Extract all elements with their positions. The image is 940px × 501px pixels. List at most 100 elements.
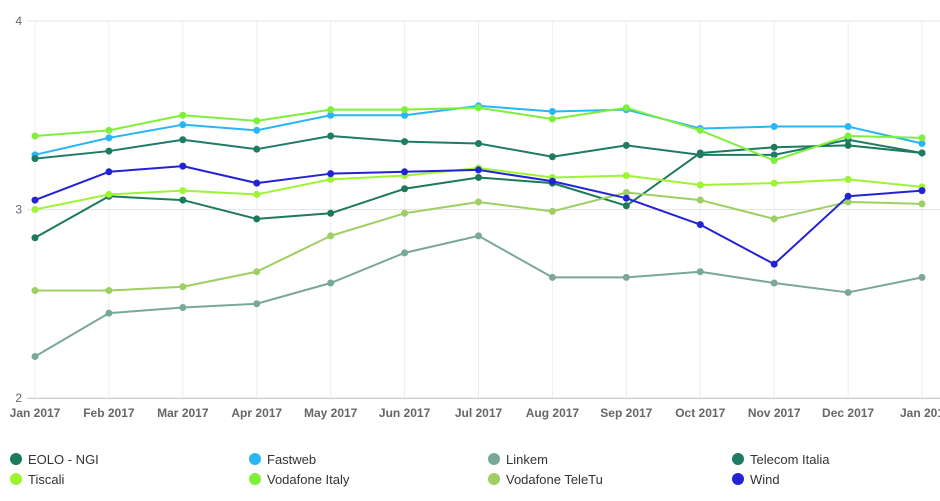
- data-point[interactable]: [475, 173, 482, 181]
- data-point[interactable]: [918, 134, 926, 142]
- data-point[interactable]: [105, 168, 113, 176]
- data-point[interactable]: [622, 194, 630, 202]
- data-point[interactable]: [401, 106, 409, 114]
- data-point[interactable]: [327, 232, 335, 240]
- data-point[interactable]: [548, 153, 556, 161]
- data-point[interactable]: [253, 145, 261, 153]
- data-point[interactable]: [327, 209, 335, 217]
- data-point[interactable]: [179, 136, 187, 144]
- data-point[interactable]: [770, 279, 778, 287]
- legend-item[interactable]: Vodafone TeleTu: [488, 469, 603, 489]
- data-point[interactable]: [401, 138, 409, 146]
- data-point[interactable]: [105, 134, 113, 142]
- data-point[interactable]: [327, 132, 335, 140]
- data-point[interactable]: [918, 187, 926, 195]
- data-point[interactable]: [622, 189, 630, 197]
- data-point[interactable]: [31, 196, 39, 204]
- data-point[interactable]: [253, 117, 261, 125]
- data-point[interactable]: [475, 104, 482, 112]
- data-point[interactable]: [327, 175, 335, 183]
- data-point[interactable]: [253, 300, 261, 308]
- data-point[interactable]: [31, 287, 39, 295]
- data-point[interactable]: [179, 111, 187, 119]
- data-point[interactable]: [401, 111, 409, 119]
- data-point[interactable]: [622, 202, 630, 210]
- data-point[interactable]: [31, 206, 39, 213]
- data-point[interactable]: [179, 162, 187, 170]
- data-point[interactable]: [475, 232, 482, 240]
- data-point[interactable]: [548, 207, 556, 215]
- data-point[interactable]: [179, 304, 187, 312]
- data-point[interactable]: [918, 200, 926, 208]
- data-point[interactable]: [253, 179, 261, 187]
- data-point[interactable]: [622, 172, 630, 180]
- data-point[interactable]: [770, 156, 778, 164]
- data-point[interactable]: [253, 126, 261, 134]
- data-point[interactable]: [253, 268, 261, 276]
- data-point[interactable]: [31, 234, 39, 242]
- data-point[interactable]: [31, 132, 39, 140]
- data-point[interactable]: [770, 215, 778, 223]
- data-point[interactable]: [622, 141, 630, 149]
- data-point[interactable]: [770, 179, 778, 187]
- legend-item[interactable]: Telecom Italia: [732, 449, 829, 469]
- legend-item[interactable]: Linkem: [488, 449, 548, 469]
- data-point[interactable]: [696, 151, 704, 159]
- data-point[interactable]: [105, 147, 113, 155]
- data-point[interactable]: [548, 107, 556, 115]
- data-point[interactable]: [179, 187, 187, 195]
- data-point[interactable]: [696, 268, 704, 276]
- data-point[interactable]: [105, 287, 113, 295]
- data-point[interactable]: [475, 166, 482, 174]
- data-point[interactable]: [844, 198, 852, 206]
- data-point[interactable]: [31, 155, 39, 163]
- data-point[interactable]: [475, 198, 482, 206]
- data-point[interactable]: [844, 175, 852, 183]
- data-point[interactable]: [179, 196, 187, 204]
- legend-item[interactable]: Tiscali: [10, 469, 64, 489]
- legend-item[interactable]: Vodafone Italy: [249, 469, 349, 489]
- data-point[interactable]: [844, 123, 852, 131]
- legend-item[interactable]: Wind: [732, 469, 780, 489]
- data-point[interactable]: [327, 111, 335, 119]
- data-point[interactable]: [770, 260, 778, 268]
- data-point[interactable]: [401, 209, 409, 217]
- data-point[interactable]: [918, 149, 926, 157]
- data-point[interactable]: [401, 185, 409, 193]
- data-point[interactable]: [622, 273, 630, 281]
- data-point[interactable]: [696, 221, 704, 229]
- data-point[interactable]: [475, 140, 482, 148]
- data-point[interactable]: [401, 168, 409, 176]
- data-point[interactable]: [548, 273, 556, 281]
- data-point[interactable]: [327, 106, 335, 114]
- data-point[interactable]: [548, 115, 556, 123]
- data-point[interactable]: [844, 141, 852, 149]
- data-point[interactable]: [622, 104, 630, 112]
- data-point[interactable]: [844, 192, 852, 200]
- legend-item[interactable]: EOLO - NGI: [10, 449, 99, 469]
- data-point[interactable]: [105, 126, 113, 134]
- data-point[interactable]: [327, 170, 335, 178]
- data-point[interactable]: [548, 177, 556, 185]
- data-point[interactable]: [770, 143, 778, 151]
- data-point[interactable]: [253, 190, 261, 198]
- data-point[interactable]: [696, 196, 704, 204]
- data-point[interactable]: [327, 279, 335, 287]
- legend-item[interactable]: Fastweb: [249, 449, 316, 469]
- data-point[interactable]: [253, 215, 261, 223]
- data-point[interactable]: [179, 121, 187, 129]
- data-point[interactable]: [179, 283, 187, 291]
- data-point[interactable]: [105, 309, 113, 317]
- data-point[interactable]: [844, 132, 852, 140]
- data-point[interactable]: [770, 151, 778, 159]
- x-tick-label: Jul 2017: [455, 406, 503, 420]
- data-point[interactable]: [401, 249, 409, 257]
- data-point[interactable]: [696, 126, 704, 134]
- data-point[interactable]: [918, 140, 926, 148]
- data-point[interactable]: [844, 288, 852, 296]
- data-point[interactable]: [770, 123, 778, 131]
- data-point[interactable]: [31, 353, 39, 361]
- data-point[interactable]: [918, 273, 926, 281]
- data-point[interactable]: [696, 181, 704, 189]
- data-point[interactable]: [105, 190, 113, 198]
